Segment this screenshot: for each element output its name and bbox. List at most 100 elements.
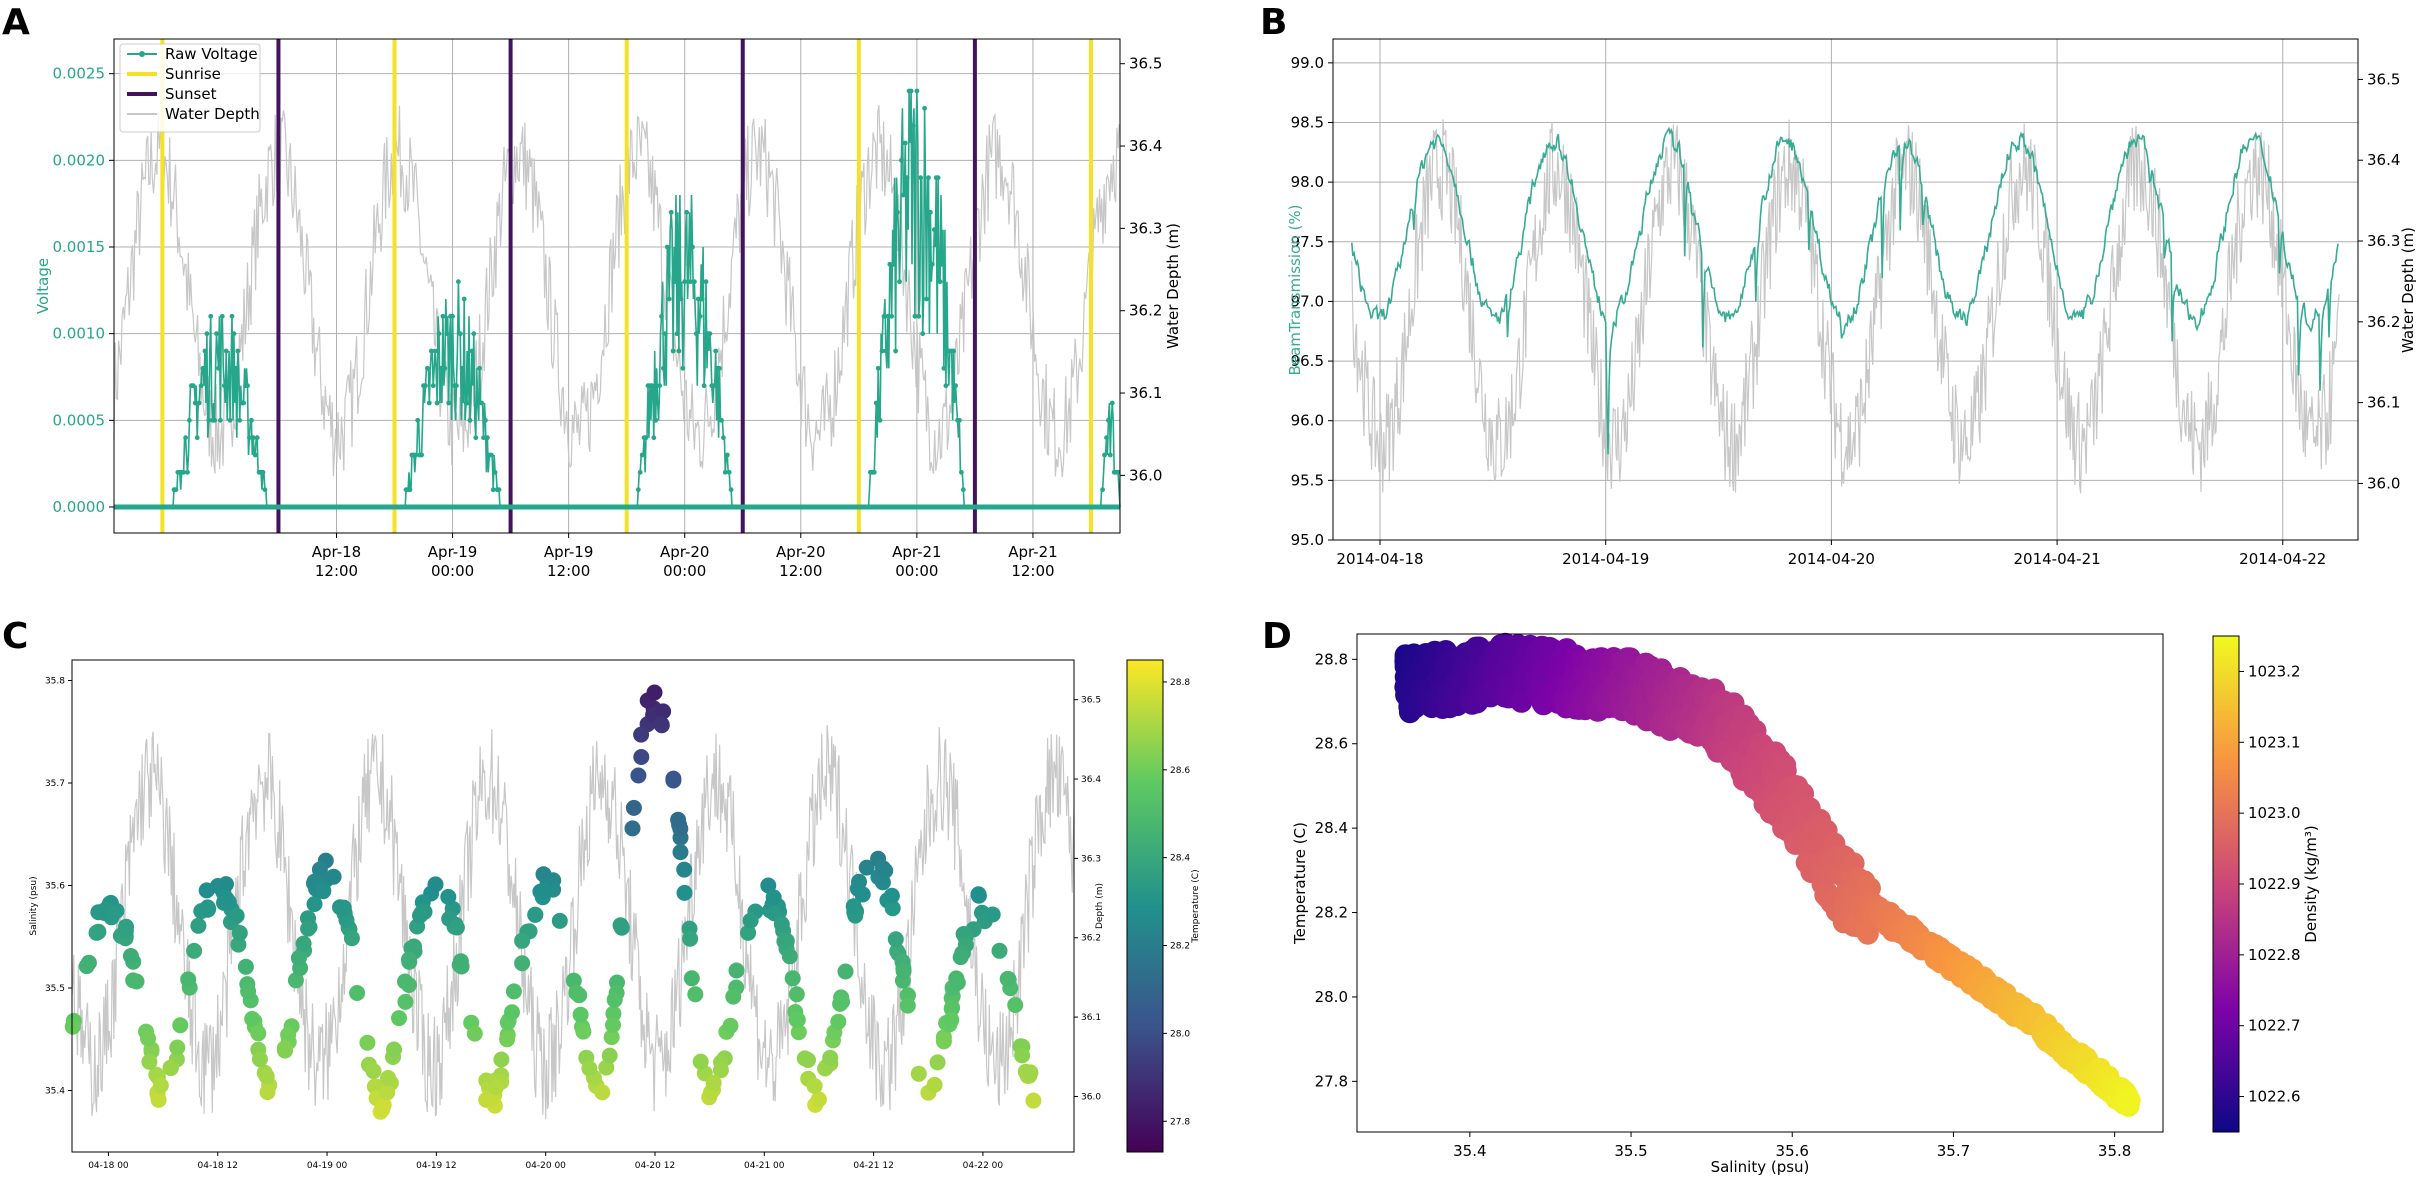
a-raw-voltage-point (465, 400, 471, 406)
c-salinity-point (742, 912, 759, 929)
c-salinity-point (244, 1010, 261, 1027)
c-salinity-point (280, 1026, 297, 1043)
a-raw-voltage-point (477, 365, 482, 371)
a-raw-voltage-point (1100, 487, 1105, 493)
a-raw-voltage-point (200, 365, 206, 371)
a-raw-voltage-point (703, 279, 709, 285)
c-salinity-point (899, 997, 916, 1014)
a-raw-voltage-point (928, 209, 933, 215)
c-salinity-point (613, 919, 630, 936)
a-raw-voltage-point (229, 313, 235, 319)
c-y2tick-label: 36.4 (1081, 775, 1101, 785)
a-raw-voltage-point (939, 261, 945, 267)
c-salinity-point (1000, 971, 1017, 987)
a-raw-voltage-point (719, 417, 724, 423)
c-salinity-point (493, 1051, 510, 1068)
b-xtick-label: 2014-04-20 (1788, 550, 1875, 568)
panel-label-a: A (2, 2, 30, 43)
a-raw-voltage-point (216, 365, 221, 371)
c-salinity-point (655, 703, 672, 720)
c-salinity-point (605, 1005, 622, 1022)
a-raw-voltage-point (194, 435, 200, 441)
c-salinity-point (198, 882, 215, 899)
a-raw-voltage-point (450, 313, 455, 319)
c-salinity-point (776, 933, 793, 950)
d-ylabel: Temperature (C) (1291, 822, 1309, 945)
c-salinity-point (722, 1017, 739, 1034)
a-raw-voltage-point (469, 348, 475, 354)
c-colorbar-label: 28.0 (1170, 1029, 1190, 1039)
c-salinity-point (910, 1065, 927, 1082)
a-raw-voltage-point (407, 487, 413, 493)
c-salinity-point (952, 949, 969, 966)
panel-label-b: B (1260, 2, 1287, 43)
b-y2tick-label: 36.5 (2367, 70, 2400, 88)
c-salinity-point (315, 883, 332, 900)
a-raw-voltage-point (680, 365, 686, 371)
c-salinity-point (837, 963, 854, 980)
c-salinity-point (633, 749, 650, 765)
c-salinity-point (401, 951, 417, 968)
c-salinity-point (625, 799, 642, 816)
c-salinity-point (884, 900, 901, 917)
a-raw-voltage-point (1104, 435, 1109, 441)
a-raw-voltage-point (413, 452, 419, 458)
c-salinity-point (180, 971, 197, 988)
d-ytick-label: 28.2 (1315, 904, 1348, 922)
c-ylabel2: Depth (m) (1095, 883, 1105, 929)
a-raw-voltage-point (924, 296, 929, 302)
c-salinity-point (687, 986, 704, 1003)
a-raw-voltage-point (415, 417, 421, 423)
c-salinity-point (895, 963, 912, 979)
a-raw-voltage-point (659, 313, 664, 319)
a-raw-voltage-point (1102, 452, 1107, 458)
c-salinity-point (287, 972, 304, 989)
c-salinity-point (487, 1079, 504, 1096)
a-raw-voltage-point (912, 313, 918, 319)
c-y2tick-label: 36.1 (1081, 1013, 1101, 1023)
c-salinity-point (230, 936, 247, 953)
c-salinity-point (712, 1062, 729, 1079)
a-raw-voltage-point (688, 279, 693, 285)
panel-label-d: D (1262, 616, 1292, 657)
c-salinity-point (200, 900, 217, 917)
a-raw-voltage-point (245, 383, 250, 389)
a-raw-voltage-point (260, 469, 266, 475)
a-raw-voltage-point (444, 331, 450, 337)
b-ytick-label: 99.0 (1291, 54, 1324, 72)
a-raw-voltage-point (643, 435, 649, 441)
c-salinity-point (186, 942, 203, 959)
c-salinity-point (386, 1041, 402, 1058)
b-ytick-label: 96.0 (1291, 412, 1324, 430)
b-xtick-label: 2014-04-19 (1562, 550, 1649, 568)
a-raw-voltage-point (953, 383, 958, 389)
c-salinity-point (788, 986, 805, 1003)
a-raw-voltage-point (895, 209, 900, 215)
a-raw-voltage-point (1107, 452, 1113, 458)
a-xtick-label-time: 12:00 (315, 562, 358, 580)
a-raw-voltage-point (900, 192, 906, 198)
c-salinity-point (484, 1092, 500, 1108)
a-raw-voltage-point (208, 313, 214, 319)
a-raw-voltage-point (879, 348, 885, 354)
c-y2tick-label: 36.2 (1081, 934, 1101, 944)
c-salinity-point (789, 1011, 806, 1028)
c-salinity-point (784, 970, 801, 987)
a-raw-voltage-point (941, 365, 947, 371)
b-ytick-label: 96.5 (1291, 352, 1324, 370)
a-raw-voltage-point (686, 261, 691, 267)
a-raw-voltage-point (871, 469, 877, 475)
a-legend-label: Water Depth (165, 105, 260, 123)
a-xtick-label-time: 12:00 (1011, 562, 1054, 580)
a-raw-voltage-point (456, 279, 461, 285)
a-raw-voltage-point (241, 400, 247, 406)
c-salinity-point (581, 1060, 598, 1077)
c-salinity-point (379, 1084, 396, 1101)
c-salinity-point (935, 1033, 952, 1050)
a-raw-voltage-point (722, 469, 728, 475)
a-raw-voltage-point (223, 348, 229, 354)
b-ytick-label: 97.5 (1291, 233, 1324, 251)
a-raw-voltage-point (438, 365, 444, 371)
c-salinity-point (217, 889, 234, 906)
c-salinity-point (683, 970, 700, 987)
